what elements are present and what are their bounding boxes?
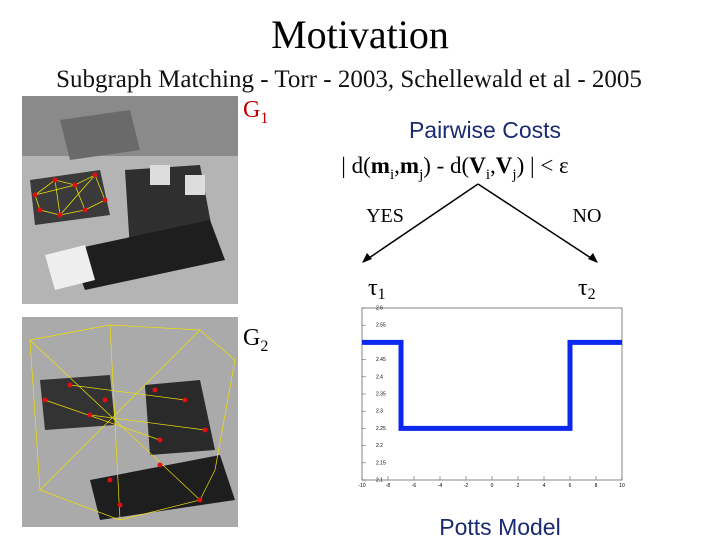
arrowhead bbox=[362, 253, 372, 263]
tau2: τ2 bbox=[578, 275, 596, 303]
arrowhead bbox=[588, 253, 598, 263]
y-tick-label: 2.45 bbox=[376, 357, 386, 363]
formula-part: , bbox=[394, 153, 400, 178]
x-tick-label: 8 bbox=[595, 483, 598, 489]
arrows bbox=[365, 183, 595, 261]
y-tick-label: 2.25 bbox=[376, 426, 386, 432]
y-tick-label: 2.55 bbox=[376, 323, 386, 329]
x-tick-label: 6 bbox=[569, 483, 572, 489]
yes-label: YES bbox=[366, 205, 404, 227]
data-line bbox=[362, 339, 622, 431]
x-tick-label: -6 bbox=[412, 483, 417, 489]
slide-title: Motivation bbox=[271, 12, 449, 57]
formula-part: ) | < ε bbox=[517, 153, 569, 178]
y-tick-label: 2.2 bbox=[376, 443, 383, 449]
x-tick-label: 10 bbox=[619, 483, 625, 489]
y-tick-label: 2.3 bbox=[376, 409, 383, 415]
x-tick-label: -8 bbox=[386, 483, 391, 489]
caption: Potts Model bbox=[439, 514, 560, 540]
pairwise-costs: Pairwise Costs bbox=[409, 117, 561, 143]
y-tick-label: 2.1 bbox=[376, 478, 383, 484]
formula-part: i bbox=[390, 167, 394, 183]
formula-part: i bbox=[486, 167, 490, 183]
formula-part: , bbox=[490, 153, 496, 178]
photo-g2 bbox=[22, 317, 238, 527]
formula-part: ) - d( bbox=[423, 153, 469, 178]
formula-part: j bbox=[418, 167, 423, 183]
x-tick-label: -4 bbox=[438, 483, 443, 489]
x-tick-label: -10 bbox=[358, 483, 365, 489]
x-tick-label: 0 bbox=[491, 483, 494, 489]
formula-part: j bbox=[511, 167, 516, 183]
photo-g1 bbox=[22, 96, 238, 304]
y-tick-label: 2.4 bbox=[376, 374, 383, 380]
formula-part: V bbox=[469, 153, 486, 178]
formula-part: V bbox=[496, 153, 513, 178]
formula-part: | d( bbox=[341, 153, 371, 178]
tau1: τ1 bbox=[368, 275, 386, 303]
y-tick-label: 2.15 bbox=[376, 460, 386, 466]
formula-part: m bbox=[400, 153, 419, 178]
formula: | d(mi,mj) - d(Vi,Vj) | < ε bbox=[341, 153, 568, 183]
x-tick-label: 2 bbox=[517, 483, 520, 489]
no-label: NO bbox=[573, 205, 602, 227]
y-tick-label: 2.6 bbox=[376, 306, 383, 312]
x-tick-label: 4 bbox=[543, 483, 546, 489]
x-tick-label: -2 bbox=[464, 483, 469, 489]
y-tick-label: 2.35 bbox=[376, 392, 386, 398]
formula-part: m bbox=[371, 153, 390, 178]
subtitle: Subgraph Matching - Torr - 2003, Schelle… bbox=[56, 66, 642, 93]
g2-label: G2 bbox=[243, 325, 268, 355]
g1-label: G1 bbox=[243, 97, 268, 127]
